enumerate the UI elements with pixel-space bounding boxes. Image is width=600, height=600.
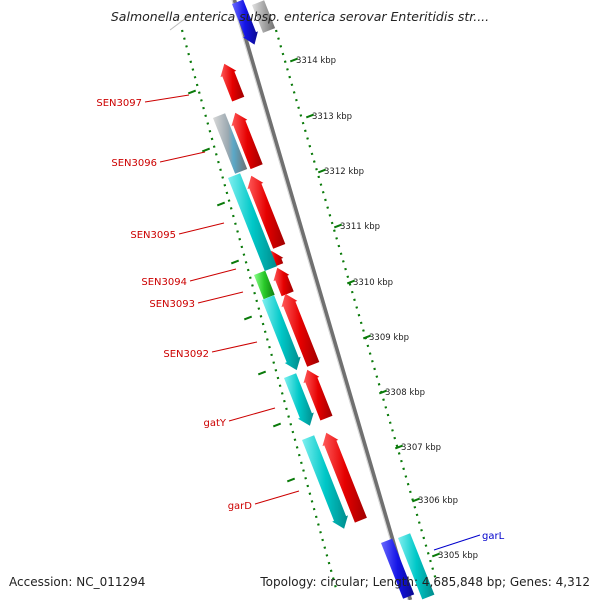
tick-label: 3313 kbp [312,112,352,122]
tick-mark [289,57,299,63]
gene-label-garl[interactable]: garL [482,531,505,542]
inner-tick-mark [216,201,226,207]
cds-reverse-green[interactable] [254,270,275,300]
gene-label-sen3094[interactable]: SEN3094 [141,277,187,288]
feature-layer[interactable] [213,0,435,600]
inner-tick-mark [230,259,240,265]
cds-reverse[interactable] [398,533,435,600]
tick-mark [346,279,356,285]
tick-mark [305,113,315,119]
tick-mark [333,223,343,229]
gene-label-sen3093[interactable]: SEN3093 [149,299,195,310]
gene-label-gard[interactable]: garD [228,501,253,512]
inner-tick-mark [257,370,267,376]
gene-label-gaty[interactable]: gatY [203,418,226,429]
scale-tick-labels: 3314 kbp 3313 kbp 3312 kbp 3311 kbp 3310 kbp… [296,56,478,561]
gene-label-sen3097[interactable]: SEN3097 [96,98,142,109]
inner-tick-mark [286,477,296,483]
backbone-layer [231,0,413,600]
topology-text: Topology: circular; Length: 4,685,848 bp… [260,575,590,589]
accession-text: Accession: NC_011294 [9,575,146,589]
cds-forward[interactable] [273,267,294,297]
tick-label: 3311 kbp [340,222,380,232]
label-leaders [144,94,481,551]
tick-mark [394,444,404,450]
inner-dotted-guide [180,29,339,593]
inner-tick-mark [243,315,253,321]
gene-label-sen3095[interactable]: SEN3095 [130,230,176,241]
cds-forward[interactable] [220,63,245,102]
tick-label: 3305 kbp [438,551,478,561]
tick-mark [317,168,327,174]
gene-label-leader [178,222,225,235]
cds-blue[interactable] [381,538,415,599]
tick-label: 3309 kbp [369,333,409,343]
tick-label: 3312 kbp [324,167,364,177]
gene-label-leader [197,291,244,304]
gene-label-sen3092[interactable]: SEN3092 [163,349,209,360]
genome-backbone [231,0,413,600]
inner-tick-mark [272,422,282,428]
tick-label: 3307 kbp [401,443,441,453]
gene-label-sen3096[interactable]: SEN3096 [111,158,157,169]
tick-label: 3314 kbp [296,56,336,66]
cds-forward[interactable] [247,175,286,249]
tick-label: 3310 kbp [353,278,393,288]
tick-label: 3306 kbp [418,496,458,506]
cds-reverse[interactable] [302,435,348,529]
gene-label-leader [159,151,206,163]
inner-tick-mark [187,89,197,95]
cds-forward[interactable] [303,369,333,421]
cds-reverse[interactable] [228,173,277,271]
tick-mark [362,334,372,340]
cds-forward[interactable] [231,112,263,170]
gene-label-leader [144,94,190,103]
map-title: Salmonella enterica subsp. enterica sero… [110,9,490,24]
tick-mark [411,497,421,503]
gene-labels[interactable]: SEN3097 SEN3096 SEN3095 SEN3094 SEN3093 SEN30… [96,98,504,542]
inner-tick-mark [201,147,211,153]
cds-forward[interactable] [281,293,320,367]
cds-blue[interactable] [232,0,258,45]
genome-backbone-highlight [231,0,409,600]
dotted-guide-rings [169,14,438,593]
gene-label-leader [433,534,481,551]
gene-label-leader [228,407,276,422]
cds-reverse-gray[interactable] [213,113,248,174]
tick-mark [378,389,388,395]
tick-label: 3308 kbp [385,388,425,398]
tick-mark [431,552,441,558]
gene-label-leader [254,490,300,505]
cds-reverse[interactable] [262,295,301,371]
guide-stub [169,14,191,31]
gene-label-leader [211,341,258,353]
cds-reverse[interactable] [284,373,314,426]
scale-tick-marks [187,57,441,558]
cds-forward[interactable] [322,432,367,523]
gene-label-leader [189,268,237,282]
cds-forward-gray[interactable] [252,0,276,33]
